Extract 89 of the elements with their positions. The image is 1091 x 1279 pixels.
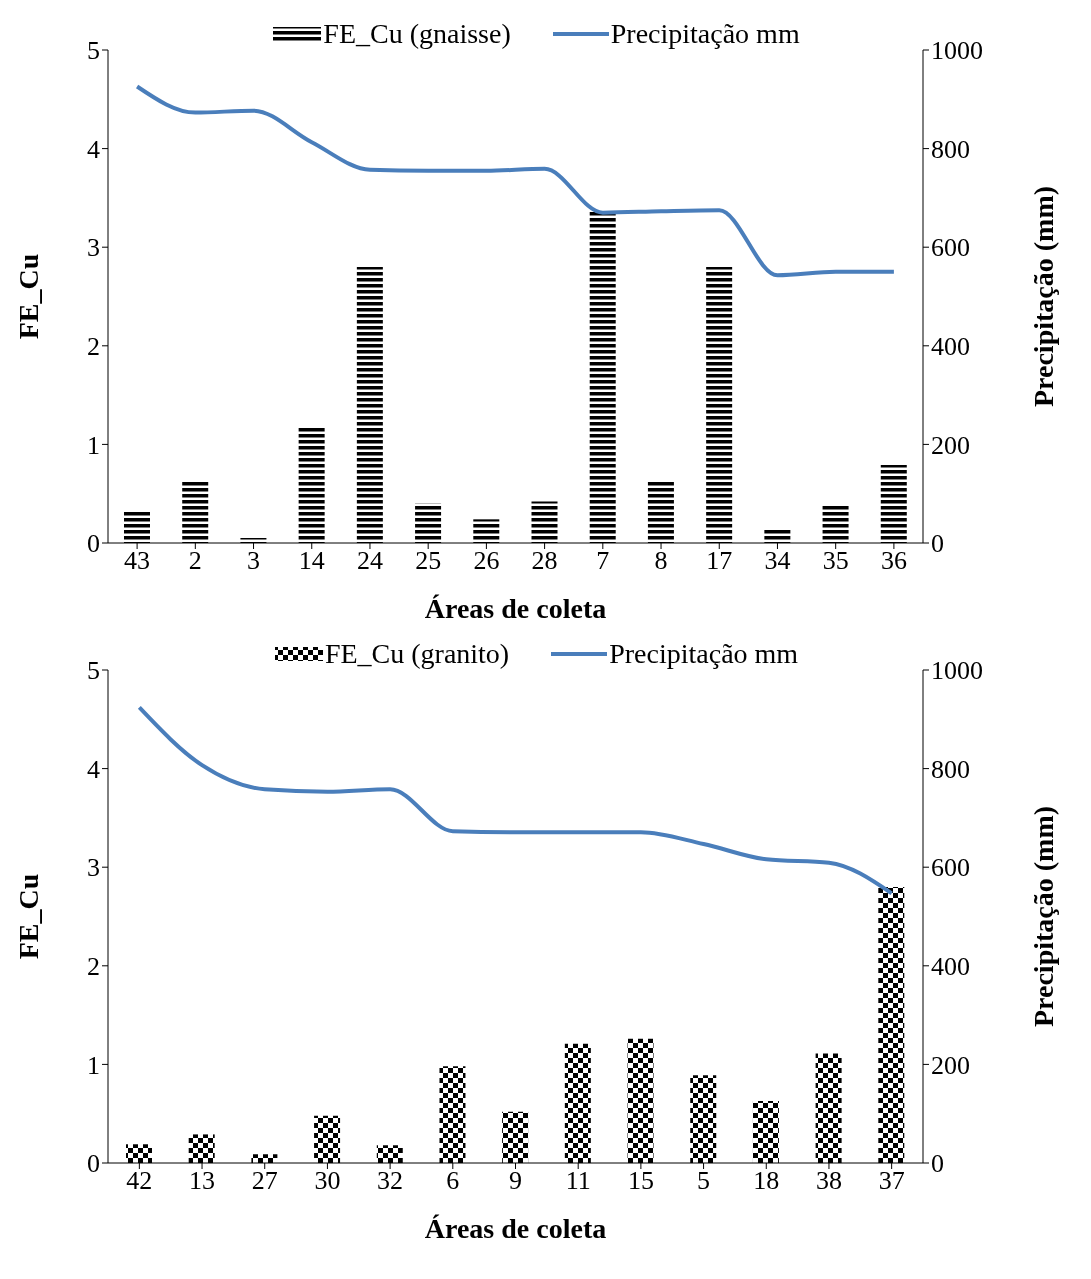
bar [690, 1075, 717, 1163]
y-tick-label: 2 [87, 332, 100, 362]
x-tick-label: 32 [377, 1166, 404, 1196]
legend-label: Precipitação mm [610, 18, 800, 50]
y-axis-title: FE_Cu [12, 873, 44, 960]
line-series [137, 705, 894, 896]
legend-label: FE_Cu (granito) [324, 638, 510, 670]
y2-tick-label: 400 [931, 332, 970, 362]
y-tick-label: 1 [87, 430, 100, 460]
y2-axis-title: Precipitação (mm) [1027, 805, 1059, 1028]
x-tick-label: 42 [126, 1166, 153, 1196]
x-tick-label: 17 [706, 546, 733, 576]
bar [815, 1053, 842, 1163]
y2-tick-label: 600 [931, 233, 970, 263]
x-tick-label: 24 [356, 546, 383, 576]
y-tick-label: 4 [87, 754, 100, 784]
x-tick-label: 38 [815, 1166, 842, 1196]
bar [589, 211, 616, 543]
x-tick-label: 36 [880, 546, 907, 576]
y-tick-label: 3 [87, 233, 100, 263]
y-tick-label: 5 [87, 656, 100, 686]
y-tick-label: 4 [87, 134, 100, 164]
x-tick-label: 27 [251, 1166, 278, 1196]
line-series [135, 84, 896, 278]
x-tick-label: 14 [298, 546, 325, 576]
bar [878, 886, 905, 1163]
y-tick-label: 1 [87, 1050, 100, 1080]
bar [182, 481, 209, 543]
bar [564, 1043, 591, 1163]
x-axis-title: Áreas de coleta [424, 593, 607, 624]
bar [415, 503, 442, 543]
x-tick-label: 13 [189, 1166, 216, 1196]
x-tick-label: 34 [764, 546, 791, 576]
x-tick-label: 30 [314, 1166, 341, 1196]
bar [473, 519, 500, 543]
y-tick-label: 0 [87, 529, 100, 559]
x-tick-label: 2 [188, 546, 202, 576]
x-tick-label: 25 [415, 546, 442, 576]
x-tick-label: 37 [878, 1166, 905, 1196]
y2-tick-label: 1000 [931, 656, 983, 686]
bar [188, 1134, 215, 1163]
bar [439, 1066, 466, 1163]
bar [251, 1154, 278, 1163]
bar [126, 1144, 152, 1163]
y2-tick-label: 0 [931, 529, 944, 559]
y2-axis-title: Precipitação (mm) [1027, 185, 1059, 408]
x-tick-label: 7 [596, 546, 610, 576]
y-tick-label: 5 [87, 36, 100, 66]
x-tick-label: 15 [627, 1166, 654, 1196]
x-tick-label: 5 [697, 1166, 711, 1196]
x-tick-label: 35 [822, 546, 849, 576]
x-tick-label: 6 [446, 1166, 460, 1196]
y-tick-label: 0 [87, 1149, 100, 1179]
bar [880, 465, 907, 543]
x-tick-label: 28 [531, 546, 558, 576]
y-tick-label: 2 [87, 952, 100, 982]
x-tick-label: 18 [753, 1166, 780, 1196]
y2-tick-label: 200 [931, 1050, 970, 1080]
y2-tick-label: 800 [931, 754, 970, 784]
x-tick-label: 11 [565, 1166, 591, 1196]
x-tick-label: 3 [247, 546, 261, 576]
bar [531, 501, 558, 543]
legend-label: FE_Cu (gnaisse) [323, 18, 511, 50]
x-tick-label: 9 [509, 1166, 522, 1196]
bar [298, 427, 325, 543]
x-tick-label: 8 [654, 546, 668, 576]
y2-tick-label: 600 [931, 853, 970, 883]
x-tick-label: 26 [473, 546, 500, 576]
y-axis-title: FE_Cu [12, 253, 44, 340]
bar [764, 529, 791, 543]
bar [376, 1145, 403, 1163]
y2-tick-label: 800 [931, 134, 970, 164]
y2-tick-label: 0 [931, 1149, 944, 1179]
bar [356, 266, 383, 543]
y-tick-label: 3 [87, 853, 100, 883]
bar [502, 1111, 529, 1163]
bar [647, 480, 674, 543]
bar [706, 266, 733, 543]
bar [822, 504, 849, 543]
bar [314, 1115, 341, 1163]
y2-tick-label: 200 [931, 430, 970, 460]
x-axis-title: Áreas de coleta [424, 1213, 607, 1244]
legend-label: Precipitação mm [609, 638, 799, 670]
bar [124, 510, 150, 543]
x-tick-label: 43 [124, 546, 151, 576]
bar [752, 1100, 779, 1163]
bar [627, 1038, 654, 1163]
y2-tick-label: 400 [931, 952, 970, 982]
y2-tick-label: 1000 [931, 36, 983, 66]
